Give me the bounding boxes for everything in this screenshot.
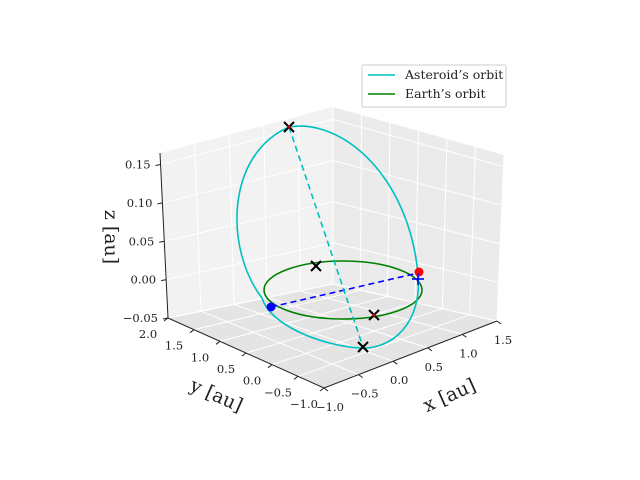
z-tick-label: 0.10 <box>127 196 153 210</box>
node-cross-marker-center <box>372 313 376 317</box>
y-tick-mark <box>189 329 195 334</box>
x-tick-mark <box>496 320 502 325</box>
legend-label-earth: Earth’s orbit <box>405 86 486 101</box>
grid-lines <box>159 107 505 389</box>
legend-box <box>361 64 507 108</box>
x-grid-wall <box>297 116 301 291</box>
x-grid-wall <box>263 125 268 298</box>
connector-lines <box>270 126 419 348</box>
z-tick-mark <box>157 202 163 205</box>
sun-cross-marker <box>310 260 322 272</box>
y-tick-label: 0.5 <box>217 362 235 376</box>
y-grid-floor <box>245 302 416 354</box>
z-tick-label: −0.05 <box>123 311 158 325</box>
y-tick-mark <box>241 352 247 357</box>
y-tick-mark <box>293 375 299 380</box>
y-axis-line <box>167 317 325 389</box>
z-axis-line <box>159 152 169 319</box>
z-tick-label: 0.00 <box>131 273 157 287</box>
z-grid-left <box>167 283 334 319</box>
y-tick-label: −1.0 <box>290 397 318 411</box>
y-tick-label: 1.0 <box>191 350 209 364</box>
y-tick-mark <box>215 340 221 345</box>
asteroid-position-marker <box>266 302 276 312</box>
legend-label-asteroid: Asteroid’s orbit <box>404 67 503 82</box>
tick-labels: −1.0−0.50.00.51.01.5−1.0−0.50.00.51.01.5… <box>123 158 512 414</box>
z-grid-right <box>332 201 501 245</box>
z-tick-mark <box>162 317 169 320</box>
x-tick-mark <box>462 333 467 338</box>
y-grid-wall <box>387 122 391 297</box>
asteroid-orbit-line <box>236 125 420 349</box>
x-axis-label: x [au] <box>420 374 479 417</box>
y-grid-floor <box>219 295 388 342</box>
y-grid-floor <box>193 289 361 331</box>
y-grid-wall <box>441 138 448 309</box>
y-grid-floor <box>297 314 470 377</box>
x-tick-label: 0.0 <box>390 373 408 387</box>
x-tick-label: −1.0 <box>316 400 344 414</box>
z-grid-left <box>162 160 334 204</box>
z-tick-mark <box>159 240 165 243</box>
x-tick-label: 1.5 <box>494 333 512 347</box>
x-tick-label: 0.5 <box>425 360 443 374</box>
axis-lines <box>155 152 502 392</box>
perihelion-cross-marker <box>357 341 369 353</box>
z-grid-right <box>332 118 504 168</box>
y-tick-mark <box>319 387 325 392</box>
x-tick-mark <box>323 387 329 392</box>
y-tick-label: −0.5 <box>264 385 292 399</box>
y-grid-wall <box>496 154 505 322</box>
legend: Asteroid’s orbit Earth’s orbit <box>361 64 507 108</box>
y-tick-label: 1.5 <box>165 339 183 353</box>
z-tick-label: 0.05 <box>129 234 155 248</box>
z-grid-left <box>166 242 334 281</box>
x-grid-wall <box>194 143 202 312</box>
y-tick-label: 2.0 <box>139 327 157 341</box>
y-grid-floor <box>271 308 443 366</box>
y-axis-label: y [au] <box>186 374 246 417</box>
x-tick-mark <box>358 374 363 379</box>
x-tick-mark <box>427 347 433 352</box>
z-tick-mark <box>155 164 161 167</box>
x-tick-label: 1.0 <box>459 346 477 360</box>
perihelion-cross-marker-stroke-b <box>357 341 369 353</box>
y-grid-wall <box>469 146 476 315</box>
position-markers <box>266 121 424 353</box>
z-tick-mark <box>161 279 167 282</box>
x-tick-label: −0.5 <box>351 387 379 401</box>
y-tick-mark <box>267 364 273 369</box>
back-pane-right <box>333 107 504 321</box>
x-tick-mark <box>392 360 398 365</box>
orbit-curves <box>236 125 423 349</box>
x-grid-wall <box>228 134 235 305</box>
asteroid-apsides-connector <box>288 126 364 348</box>
z-grid-left <box>164 201 334 242</box>
z-tick-label: 0.15 <box>125 158 151 172</box>
x-axis-line <box>323 320 498 389</box>
z-grid-right <box>332 160 503 206</box>
aphelion-cross-marker-center <box>287 125 291 129</box>
y-tick-label: 0.0 <box>243 374 261 388</box>
earth-orbit-line <box>263 260 423 320</box>
sun-cross-marker-stroke-b <box>310 260 322 272</box>
earth-position-marker <box>414 267 424 277</box>
z-axis-label: z [au] <box>100 210 122 264</box>
back-pane-left <box>160 107 333 318</box>
